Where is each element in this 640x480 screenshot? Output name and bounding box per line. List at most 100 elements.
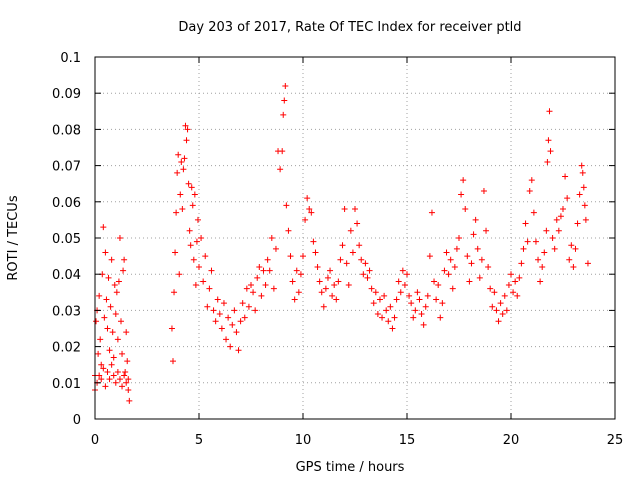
data-point: [186, 227, 193, 234]
data-point: [520, 245, 527, 252]
data-point: [537, 278, 544, 285]
data-point: [524, 238, 531, 245]
data-point: [447, 256, 454, 263]
y-tick-label: 0.03: [52, 304, 81, 319]
data-point: [122, 368, 129, 375]
data-point: [395, 278, 402, 285]
data-point: [516, 274, 523, 281]
data-point: [399, 267, 406, 274]
data-point: [256, 263, 263, 270]
x-tick-label: 15: [399, 433, 416, 448]
data-point: [466, 278, 473, 285]
data-point: [456, 235, 462, 241]
data-point: [95, 350, 102, 357]
x-tick-label: 10: [295, 433, 312, 448]
data-point: [277, 166, 284, 173]
data-point: [544, 158, 551, 165]
data-point: [472, 216, 479, 223]
y-tick-label: 0.05: [52, 232, 81, 247]
data-point: [126, 397, 133, 404]
data-point: [178, 158, 185, 165]
data-point: [428, 209, 435, 216]
data-point: [408, 300, 415, 307]
data-point: [279, 148, 286, 155]
data-point: [237, 318, 244, 325]
data-point: [356, 242, 363, 249]
data-point: [551, 245, 558, 252]
data-point: [93, 318, 100, 325]
data-point: [125, 387, 132, 394]
data-point: [192, 282, 199, 289]
data-point: [106, 376, 113, 383]
data-point: [297, 271, 304, 278]
data-point: [116, 376, 123, 383]
data-point: [124, 358, 131, 365]
data-point: [501, 292, 508, 299]
data-point: [572, 245, 579, 252]
data-point: [443, 249, 450, 256]
data-point: [300, 253, 306, 260]
data-point: [172, 249, 179, 256]
data-point: [458, 191, 465, 198]
data-point: [282, 82, 289, 89]
data-point: [97, 336, 104, 343]
data-point: [564, 195, 571, 202]
y-tick-label: 0.08: [52, 123, 81, 138]
data-point: [102, 383, 109, 390]
data-point: [584, 260, 591, 267]
data-point: [189, 202, 196, 209]
data-point: [381, 292, 388, 299]
data-point: [113, 289, 120, 296]
data-point: [385, 318, 392, 325]
data-point: [437, 314, 444, 321]
data-point: [460, 177, 467, 184]
data-point: [418, 311, 425, 318]
data-point: [208, 267, 215, 274]
data-point: [196, 263, 202, 270]
data-point: [499, 311, 506, 318]
data-point: [206, 285, 213, 292]
data-point: [260, 267, 267, 274]
data-point: [420, 321, 427, 328]
data-point: [503, 307, 510, 314]
data-point: [582, 216, 589, 223]
data-point: [331, 282, 338, 289]
data-point: [549, 235, 556, 241]
y-tick-label: 0.01: [52, 377, 81, 392]
data-point: [439, 300, 446, 307]
data-point: [522, 220, 529, 227]
data-point: [495, 318, 502, 325]
data-point: [291, 296, 298, 303]
data-point: [414, 289, 421, 296]
y-tick-label: 0.04: [52, 268, 81, 283]
data-point: [541, 249, 548, 256]
data-point: [379, 314, 386, 321]
data-point: [241, 314, 248, 321]
data-point: [401, 282, 408, 289]
data-point: [264, 256, 271, 263]
data-point: [347, 227, 354, 234]
data-point: [553, 216, 560, 223]
data-point: [545, 137, 552, 144]
data-point: [235, 347, 242, 354]
data-point: [181, 155, 188, 162]
data-point: [310, 238, 317, 245]
data-point: [433, 296, 440, 303]
data-point: [464, 253, 471, 260]
data-point: [324, 274, 331, 281]
data-point: [322, 285, 329, 292]
data-point: [103, 296, 110, 303]
data-point: [560, 206, 566, 213]
data-point: [489, 303, 496, 310]
data-point: [416, 296, 423, 303]
data-point: [214, 296, 221, 303]
x-tick-label: 0: [91, 433, 99, 448]
data-point: [539, 263, 546, 270]
data-point: [557, 213, 564, 220]
data-point: [119, 383, 126, 390]
data-point: [270, 285, 277, 292]
data-point: [258, 292, 265, 299]
data-point: [304, 195, 311, 202]
data-point: [98, 361, 105, 368]
data-point: [581, 202, 588, 209]
